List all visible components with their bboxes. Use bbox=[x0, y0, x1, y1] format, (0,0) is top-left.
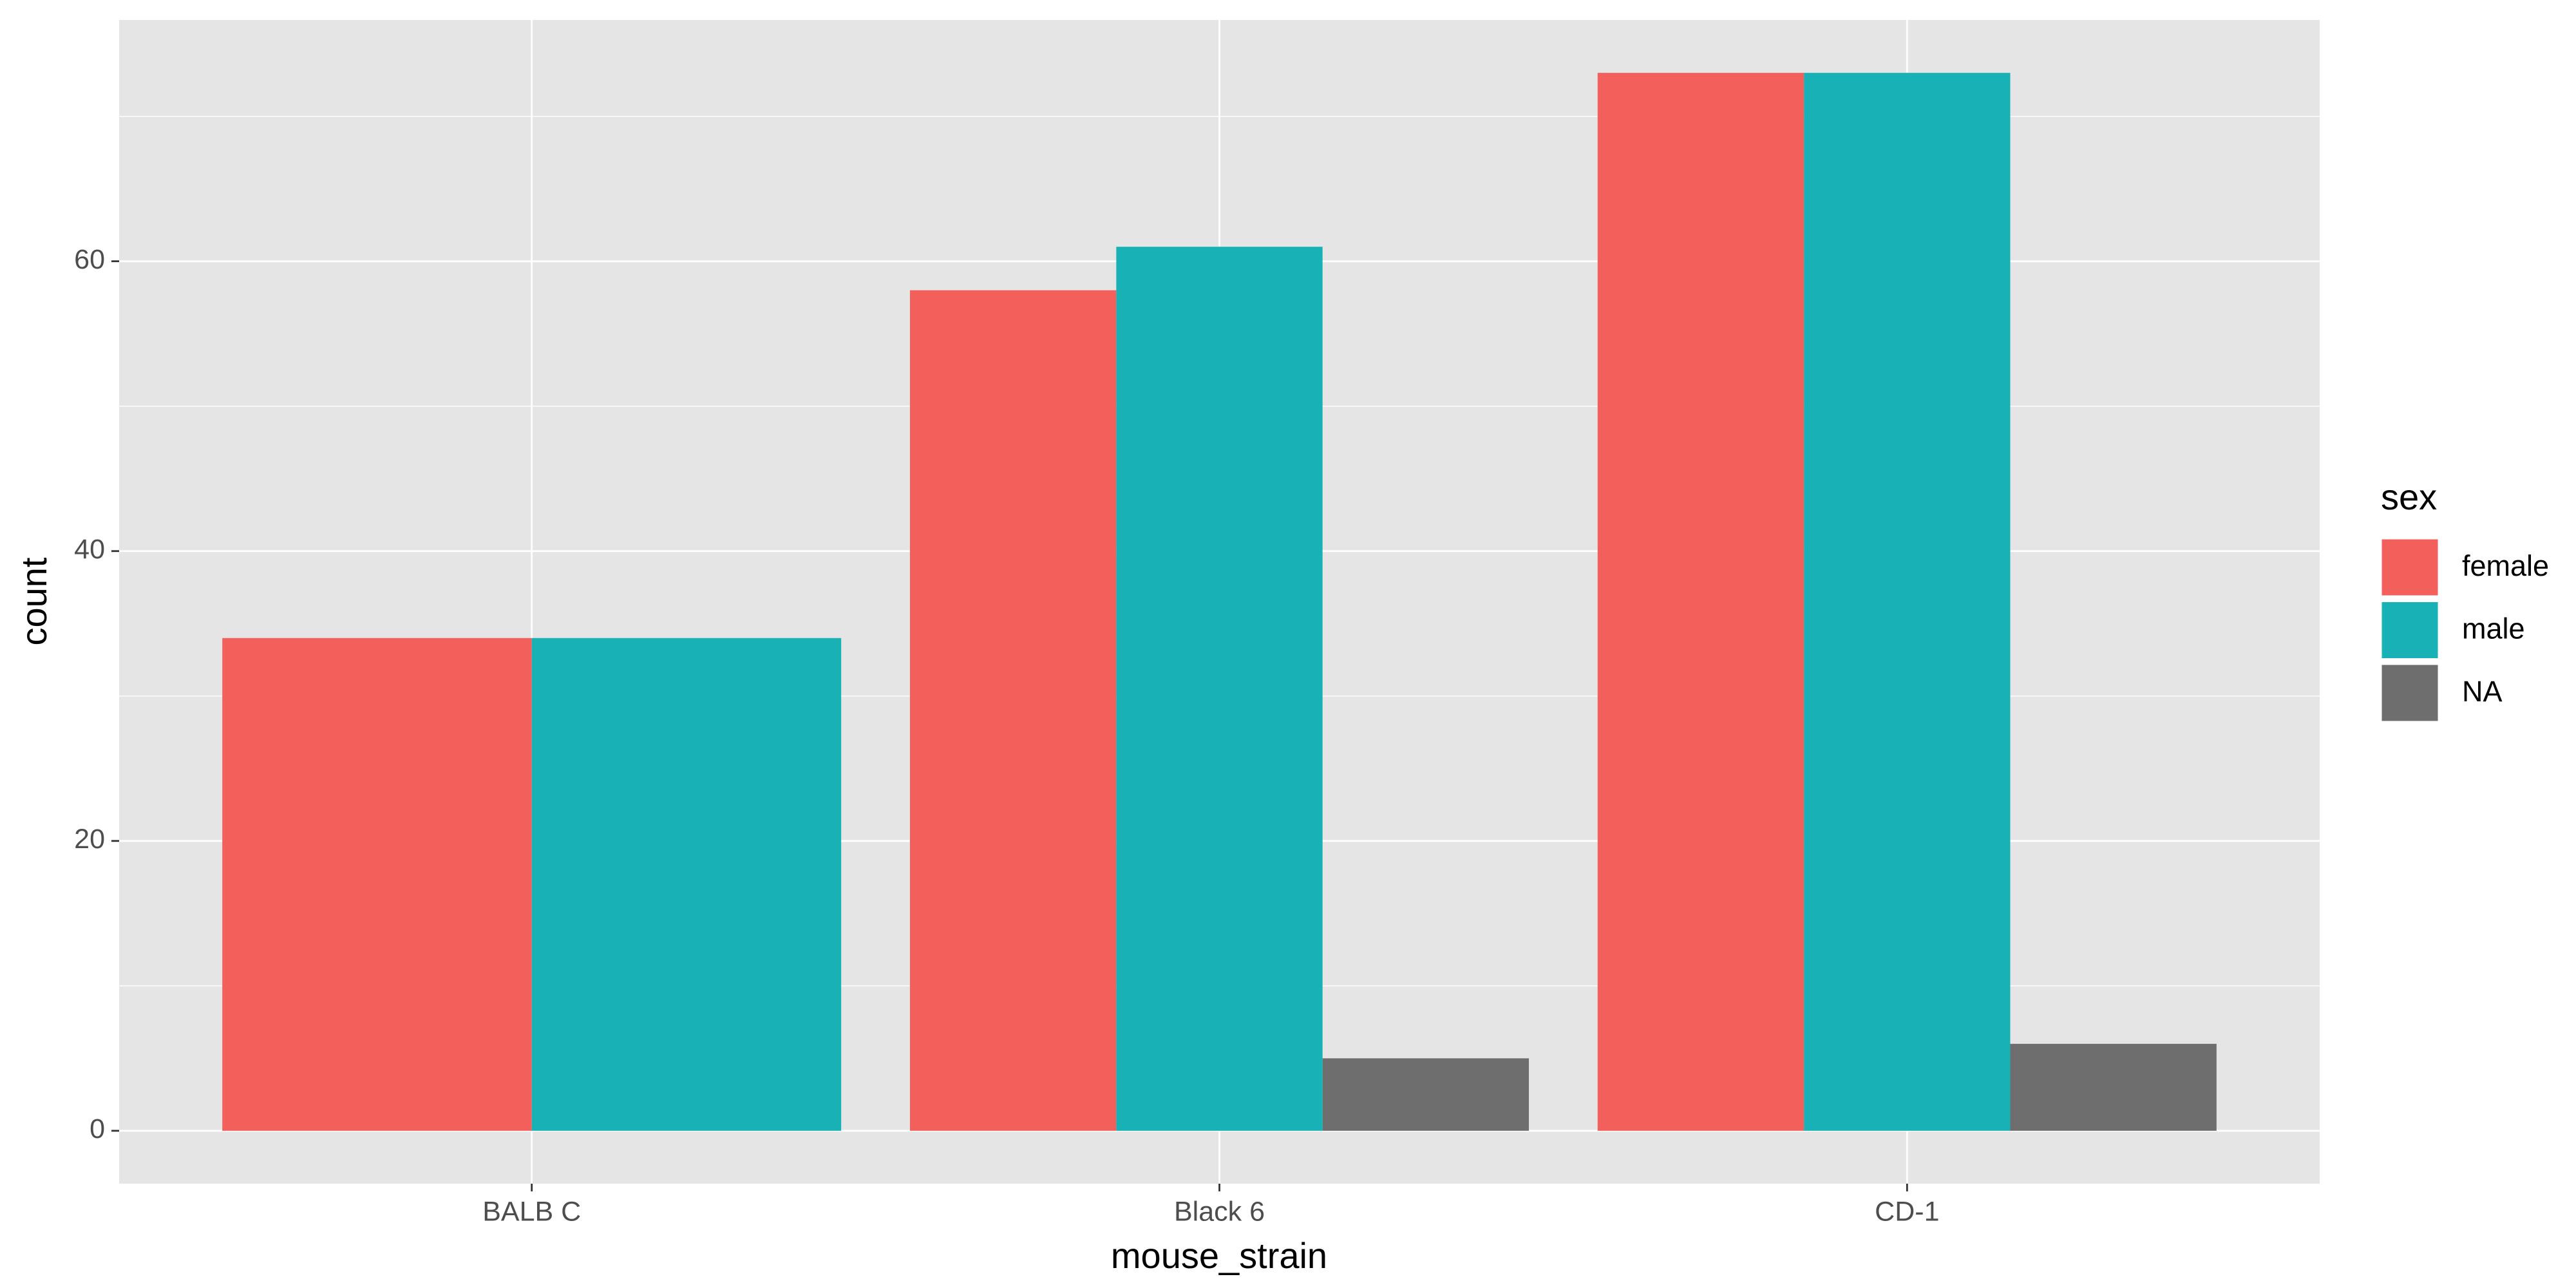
y-tick-label: 20 bbox=[74, 824, 105, 855]
x-tick-label: Black 6 bbox=[1174, 1196, 1265, 1227]
y-tick-label: 40 bbox=[74, 534, 105, 565]
bar bbox=[2010, 1043, 2217, 1131]
x-tick-label: CD-1 bbox=[1875, 1196, 1939, 1227]
legend-label: female bbox=[2462, 549, 2549, 582]
x-tick-label: BALB C bbox=[482, 1196, 581, 1227]
y-tick-label: 60 bbox=[74, 244, 105, 275]
x-axis-title: mouse_strain bbox=[1111, 1235, 1327, 1276]
bar bbox=[531, 638, 842, 1131]
bar bbox=[1804, 73, 2011, 1131]
bar bbox=[1597, 73, 1804, 1131]
legend-key bbox=[2380, 600, 2440, 660]
legend-key bbox=[2380, 663, 2440, 723]
legend-title: sex bbox=[2381, 477, 2437, 517]
legend-label: male bbox=[2462, 612, 2525, 645]
bar bbox=[909, 290, 1117, 1131]
bar bbox=[1116, 247, 1323, 1131]
y-tick-label: 0 bbox=[90, 1113, 105, 1144]
legend-key bbox=[2380, 537, 2440, 598]
legend-label: NA bbox=[2462, 675, 2503, 708]
y-axis-title: count bbox=[14, 557, 54, 645]
bar bbox=[222, 638, 532, 1131]
bar bbox=[1322, 1058, 1530, 1131]
